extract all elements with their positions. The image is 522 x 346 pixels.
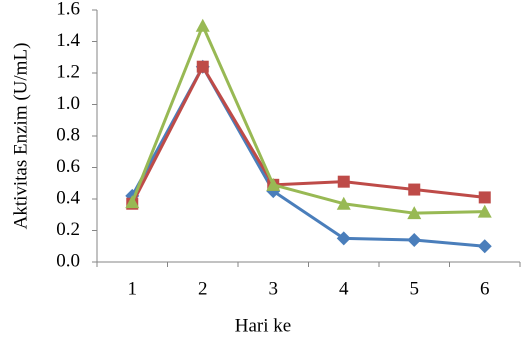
x-tick-label: 5	[410, 278, 420, 299]
y-tick-label: 1.6	[56, 0, 80, 19]
series-line	[130, 65, 485, 248]
y-tick-label: 1.2	[56, 61, 80, 82]
marker	[478, 191, 491, 204]
marker	[407, 232, 422, 247]
y-tick-label: 0.0	[56, 250, 80, 271]
y-tick-label: 0.8	[56, 124, 80, 145]
marker	[336, 196, 351, 210]
x-axis-title: Hari ke	[235, 315, 291, 336]
x-tick-label: 1	[128, 278, 138, 299]
marker	[408, 183, 421, 196]
series-line	[130, 65, 485, 205]
marker	[477, 239, 492, 254]
y-tick-label: 1.4	[56, 30, 80, 51]
y-tick-label: 0.6	[56, 156, 80, 177]
y-axis-title: Aktivitas Enzim (U/mL)	[10, 43, 31, 230]
y-tick-label: 1.0	[56, 93, 80, 114]
x-tick-label: 2	[198, 278, 208, 299]
marker	[125, 195, 140, 209]
x-tick-label: 4	[339, 278, 349, 299]
marker	[336, 231, 351, 246]
y-tick-label: 0.4	[56, 187, 80, 208]
marker	[477, 204, 492, 218]
series-line	[130, 24, 485, 215]
marker	[196, 60, 209, 73]
marker	[407, 206, 422, 220]
y-tick-label: 0.2	[56, 219, 80, 240]
marker	[337, 175, 350, 188]
marker	[266, 177, 281, 191]
x-tick-label: 3	[269, 278, 279, 299]
x-tick-label: 6	[480, 278, 490, 299]
marker	[195, 18, 210, 32]
